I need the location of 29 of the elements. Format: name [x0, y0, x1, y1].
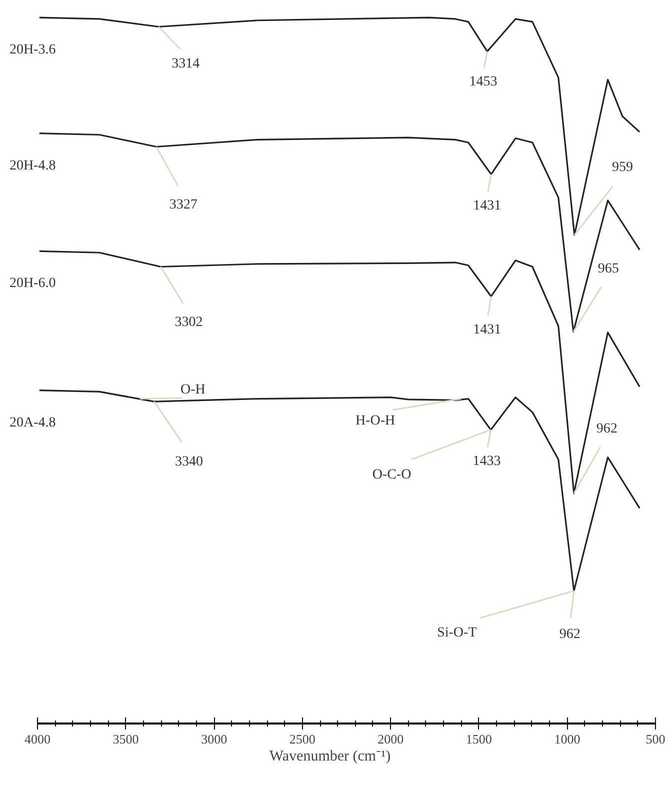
x-tick-label: 3500 — [112, 732, 139, 746]
annotation: H-O-H — [355, 413, 396, 428]
x-tick-label: 4000 — [24, 732, 50, 746]
annotation: 3314 — [172, 56, 200, 72]
annotation: O-C-O — [372, 467, 412, 482]
annotation: 1453 — [469, 74, 498, 90]
x-axis-title: Wavenumber (cm⁻¹) — [269, 748, 391, 764]
annotation: 1433 — [472, 454, 501, 469]
series-label: 20H-3.6 — [9, 42, 56, 58]
annotation: 1431 — [473, 322, 502, 338]
x-tick-label: 2500 — [289, 732, 316, 746]
x-tick-label: 500 — [646, 732, 666, 746]
x-tick-label: 1000 — [554, 732, 580, 746]
x-tick-label: 1500 — [466, 732, 492, 746]
annotation: 959 — [612, 160, 633, 175]
annotation: 3340 — [175, 454, 204, 470]
annotation: 3302 — [174, 314, 203, 330]
annotation: 962 — [559, 626, 580, 642]
annotation: 1431 — [473, 198, 502, 214]
annotation: Si-O-T — [437, 625, 478, 640]
series-label: 20H-6.0 — [9, 276, 56, 292]
annotation: O-H — [180, 382, 206, 398]
x-tick-label: 3000 — [201, 732, 228, 746]
x-tick-label: 2000 — [378, 732, 404, 746]
annotation: 962 — [596, 421, 618, 436]
series-label: 20A-4.8 — [9, 415, 56, 430]
annotation: 3327 — [169, 198, 198, 213]
series-label: 20H-4.8 — [9, 158, 56, 174]
annotation: 965 — [598, 262, 619, 277]
